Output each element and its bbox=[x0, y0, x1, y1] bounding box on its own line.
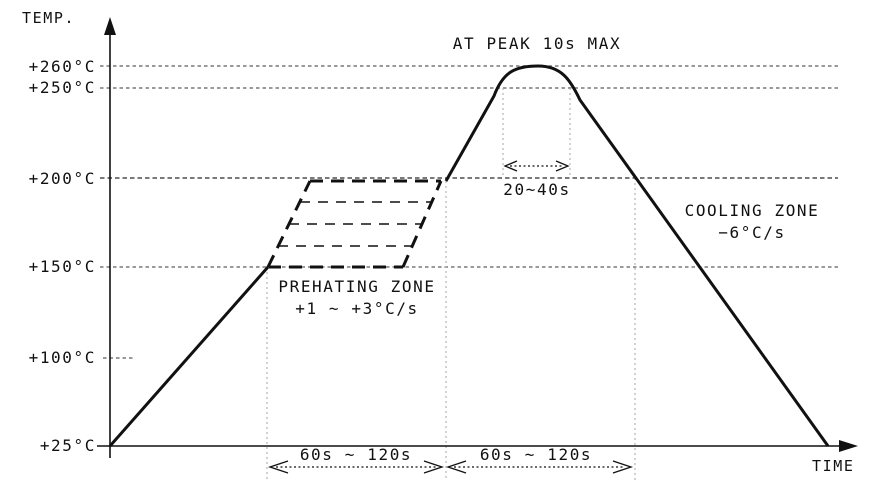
profile-curve bbox=[108, 64, 830, 447]
right-arrowhead-icon bbox=[555, 160, 570, 172]
preheat-band-outline bbox=[266, 179, 443, 269]
y-tick-250c: +250°C bbox=[28, 78, 96, 97]
left-arrowhead-icon bbox=[267, 460, 289, 474]
peak-curve-line bbox=[444, 64, 830, 447]
span-arrow-reflow bbox=[445, 460, 634, 474]
axes bbox=[97, 17, 858, 458]
y-tick-150c: +150°C bbox=[28, 257, 96, 276]
span-arrow-preheat bbox=[267, 460, 445, 474]
left-arrowhead-icon bbox=[503, 160, 518, 172]
peak-duration-label: 20~40s bbox=[503, 180, 571, 199]
span-arrow-peak-duration bbox=[503, 160, 570, 172]
preheat-zone-label-line2: +1 ~ +3°C/s bbox=[295, 299, 419, 318]
left-arrowhead-icon bbox=[445, 460, 467, 474]
cooling-zone-label-line1: COOLING ZONE bbox=[684, 201, 820, 220]
cooling-zone-label-line2: −6°C/s bbox=[718, 223, 786, 242]
y-axis-title: TEMP. bbox=[22, 9, 76, 27]
y-tick-260c: +260°C bbox=[28, 57, 96, 76]
preheat-band-inner-lines bbox=[278, 201, 432, 247]
span-preheat-label: 60s ~ 120s bbox=[299, 445, 413, 464]
measure-arrows bbox=[267, 160, 634, 474]
right-arrowhead-icon bbox=[423, 460, 445, 474]
y-axis-arrowhead-icon bbox=[104, 17, 116, 35]
initial-ramp-line bbox=[108, 266, 270, 447]
cooling-zone-label: COOLING ZONE −6°C/s bbox=[662, 200, 842, 244]
gridlines bbox=[100, 65, 838, 359]
span-reflow-label: 60s ~ 120s bbox=[479, 445, 593, 464]
right-arrowhead-icon bbox=[612, 460, 634, 474]
y-tick-25c: +25°C bbox=[39, 436, 96, 455]
vertical-guides bbox=[266, 88, 636, 480]
preheat-zone-label-line1: PREHATING ZONE bbox=[278, 277, 436, 296]
preheat-band bbox=[266, 179, 443, 269]
x-axis-arrowhead-icon bbox=[839, 440, 858, 452]
y-tick-200c: +200°C bbox=[28, 169, 96, 188]
x-axis-title: TIME bbox=[812, 457, 855, 475]
preheat-zone-label: PREHATING ZONE +1 ~ +3°C/s bbox=[257, 276, 457, 320]
y-tick-100c: +100°C bbox=[28, 348, 96, 367]
peak-note: AT PEAK 10s MAX bbox=[452, 34, 622, 53]
